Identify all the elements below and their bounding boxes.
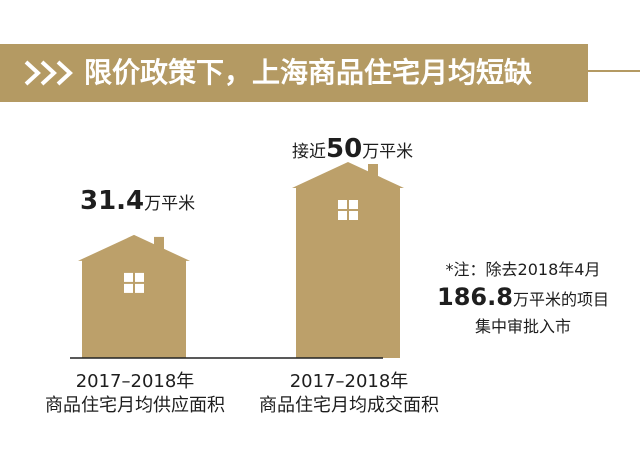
- chimney-transaction: [368, 164, 378, 180]
- category-label-line2: 商品住宅月均供应面积: [45, 395, 225, 416]
- data-label-prefix: 接近: [292, 142, 326, 162]
- house-bar-supply: [78, 234, 190, 358]
- window-icon: [124, 272, 144, 293]
- data-label-number: 31.4: [80, 186, 145, 216]
- data-label-unit: 万平米: [362, 142, 414, 162]
- footnote-suffix: 万平米的项目: [512, 290, 609, 309]
- title-rule: [588, 70, 640, 72]
- category-label-line1: 2017–2018年: [289, 371, 409, 392]
- data-label-unit: 万平米: [144, 194, 196, 214]
- footnote-line2: 186.8万平米的项目: [418, 282, 628, 315]
- data-label-transaction: 接近50万平米: [292, 134, 413, 167]
- footnote-line3: 集中审批入市: [474, 317, 571, 336]
- category-label-transaction: 2017–2018年 商品住宅月均成交面积: [249, 370, 449, 418]
- title-banner: 限价政策下，上海商品住宅月均短缺: [0, 44, 640, 102]
- window-icon: [338, 200, 358, 220]
- double-chevron-icon: [24, 60, 73, 86]
- title-band: [0, 44, 588, 102]
- footnote: *注：除去2018年4月 186.8万平米的项目 集中审批入市: [418, 258, 628, 339]
- footnote-number: 186.8: [437, 283, 513, 311]
- category-label-line2: 商品住宅月均成交面积: [259, 395, 439, 416]
- category-label-supply: 2017–2018年 商品住宅月均供应面积: [35, 370, 235, 418]
- chimney-supply: [154, 236, 164, 253]
- category-label-line1: 2017–2018年: [75, 371, 195, 392]
- chart-title: 限价政策下，上海商品住宅月均短缺: [84, 56, 533, 89]
- data-label-number: 50: [326, 134, 363, 164]
- house-bar-transaction: [292, 162, 404, 358]
- footnote-line1: *注：除去2018年4月: [445, 260, 601, 279]
- data-label-supply: 31.4万平米: [80, 186, 195, 219]
